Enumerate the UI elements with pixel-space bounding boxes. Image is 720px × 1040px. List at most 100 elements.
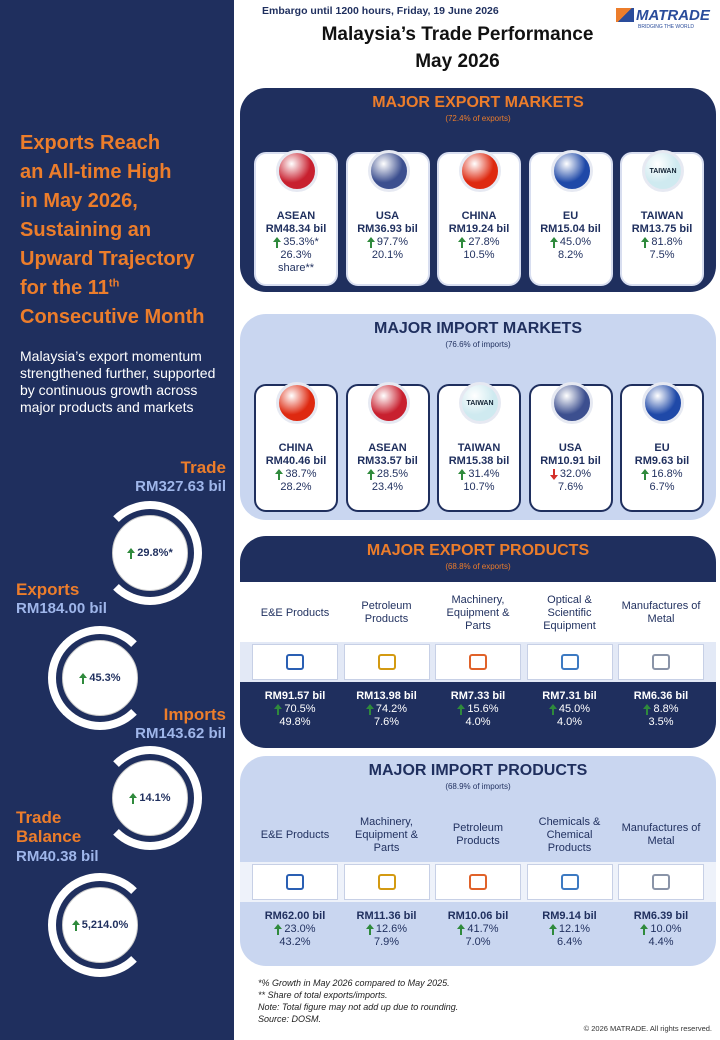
- product-share: 6.4%: [556, 936, 583, 948]
- growth: 41.7%: [433, 923, 523, 936]
- trend-arrow: [275, 469, 284, 480]
- growth: 81.8%: [624, 236, 700, 249]
- product-text: RM13.98 bil 74.2% 7.6%: [342, 690, 432, 729]
- flag-label: TAIWAN: [466, 399, 494, 407]
- growth-value: 70.5%: [284, 703, 316, 715]
- trend-arrow: [366, 237, 375, 248]
- trend-arrow: [79, 672, 88, 684]
- market-share: 28.2%: [280, 481, 312, 493]
- section-products: MAJOR EXPORT PRODUCTS (68.8% of exports) E…: [240, 536, 716, 748]
- growth-value: 15.6%: [467, 703, 499, 715]
- headline-text: an All-time High: [20, 161, 172, 183]
- flag-icon: [367, 382, 410, 424]
- trend-arrow: [365, 924, 374, 935]
- headline-line: Upward Trajectory: [20, 248, 195, 271]
- product-text: RM9.14 bil 12.1% 6.4%: [525, 910, 615, 949]
- growth: 27.8%: [441, 236, 517, 249]
- stat-label: Imports: [163, 705, 226, 724]
- product-value: RM9.14 bil: [542, 910, 597, 922]
- product-name: Optical & Scientific Equipment: [543, 593, 596, 632]
- names-band: [240, 802, 716, 862]
- section-subtitle: (76.6% of imports): [445, 340, 511, 349]
- market-card: TAIWAN TAIWAN RM15.38 bil 31.4% 10.7%: [437, 382, 521, 512]
- market-value: RM10.91 bil: [540, 455, 601, 467]
- flag-label: TAIWAN: [649, 167, 677, 175]
- growth-value: 5,214.0%: [81, 919, 129, 931]
- footnote: *% Growth in May 2026 compared to May 20…: [258, 978, 450, 988]
- product-value: RM6.36 bil: [633, 690, 689, 702]
- stat-ring: [98, 501, 202, 605]
- market-share: 8.2%: [557, 249, 584, 261]
- product-name: Chemicals & Chemical Products: [538, 815, 601, 854]
- market-share: 23.4%: [371, 481, 404, 493]
- page-title: May 2026: [415, 51, 500, 72]
- growth-value: 81.8%: [651, 236, 683, 248]
- market-value: RM36.93 bil: [357, 223, 418, 235]
- flag-icon: [459, 150, 501, 192]
- growth: 70.5%: [250, 703, 340, 716]
- market-name: CHINA: [278, 442, 314, 454]
- section-markets: MAJOR EXPORT MARKETS (72.4% of exports) AS…: [240, 88, 716, 292]
- product-icon: [252, 644, 338, 680]
- growth: 31.4%: [441, 468, 517, 481]
- market-name: TAIWAN: [457, 442, 501, 454]
- trend-arrow: [641, 237, 650, 248]
- trend-arrow: [365, 704, 374, 715]
- product-share: 3.5%: [648, 716, 674, 728]
- flag-icon: [276, 382, 318, 424]
- growth-value: 8.8%: [653, 703, 679, 715]
- growth: 32.0%: [533, 468, 609, 481]
- market-card: CHINA RM19.24 bil 27.8% 10.5%: [437, 150, 521, 286]
- product-glyph: [286, 654, 304, 670]
- market-text: CHINA RM40.46 bil 38.7% 28.2%: [258, 442, 334, 494]
- stat-circle: 45.3%: [62, 640, 138, 716]
- product-glyph: [377, 874, 396, 890]
- product-text: RM11.36 bil 12.6% 7.9%: [342, 910, 432, 949]
- footnote: Note: Total figure may not add up due to…: [258, 1002, 459, 1012]
- market-name: EU: [654, 442, 670, 454]
- trend-arrow: [273, 237, 282, 248]
- growth-value: 16.8%: [651, 468, 683, 480]
- growth: 12.1%: [525, 923, 615, 936]
- flag-icon: [276, 150, 318, 192]
- product-share: 49.8%: [279, 716, 311, 728]
- growth-value: 12.6%: [375, 923, 408, 935]
- product-icon: [526, 864, 613, 900]
- stat-value: RM143.62 bil: [135, 725, 226, 742]
- market-name: ASEAN: [368, 442, 407, 454]
- growth: 74.2%: [342, 703, 432, 716]
- stat-value: RM184.00 bil: [16, 600, 107, 617]
- stat-circle: 29.8%*: [112, 515, 188, 591]
- market-text: USA RM10.91 bil 32.0% 7.6%: [533, 442, 609, 494]
- product-share: 43.2%: [279, 936, 311, 948]
- section-title: MAJOR IMPORT PRODUCTS: [368, 762, 588, 779]
- product-name: Machinery, Equipment & Parts: [355, 815, 418, 854]
- market-card: EU RM15.04 bil 45.0% 8.2%: [528, 150, 613, 286]
- market-share: 20.1%: [371, 249, 404, 261]
- flag-icon: [367, 150, 410, 192]
- page-title: Malaysia’s Trade Performance: [321, 24, 594, 45]
- product-value: RM11.36 bil: [356, 910, 417, 922]
- flag-icon: [642, 382, 684, 424]
- growth: 15.6%: [433, 703, 523, 716]
- market-value: RM15.04 bil: [540, 223, 601, 235]
- growth-value: 14.1%: [139, 792, 171, 804]
- flag-icon: [550, 382, 593, 424]
- trend-arrow: [548, 704, 557, 715]
- growth: 16.8%: [624, 468, 700, 481]
- product-name: E&E Products: [260, 828, 330, 841]
- product-text: RM10.06 bil 41.7% 7.0%: [433, 910, 523, 949]
- section-subtitle: (72.4% of exports): [445, 114, 511, 123]
- market-text: TAIWAN RM15.38 bil 31.4% 10.7%: [441, 442, 517, 494]
- product-share: 7.0%: [465, 936, 491, 948]
- trend-arrow: [641, 469, 650, 480]
- trend-arrow: [71, 919, 80, 931]
- market-text: ASEAN RM33.57 bil 28.5% 23.4%: [350, 442, 426, 494]
- market-value: RM40.46 bil: [265, 455, 327, 467]
- growth-value: 23.0%: [284, 923, 316, 935]
- stat-label: Trade: [180, 458, 226, 477]
- growth: 45.0%: [533, 236, 609, 249]
- market-name: ASEAN: [276, 210, 316, 222]
- product-share: 7.6%: [373, 716, 400, 728]
- market-share: 26.3% share**: [277, 249, 315, 274]
